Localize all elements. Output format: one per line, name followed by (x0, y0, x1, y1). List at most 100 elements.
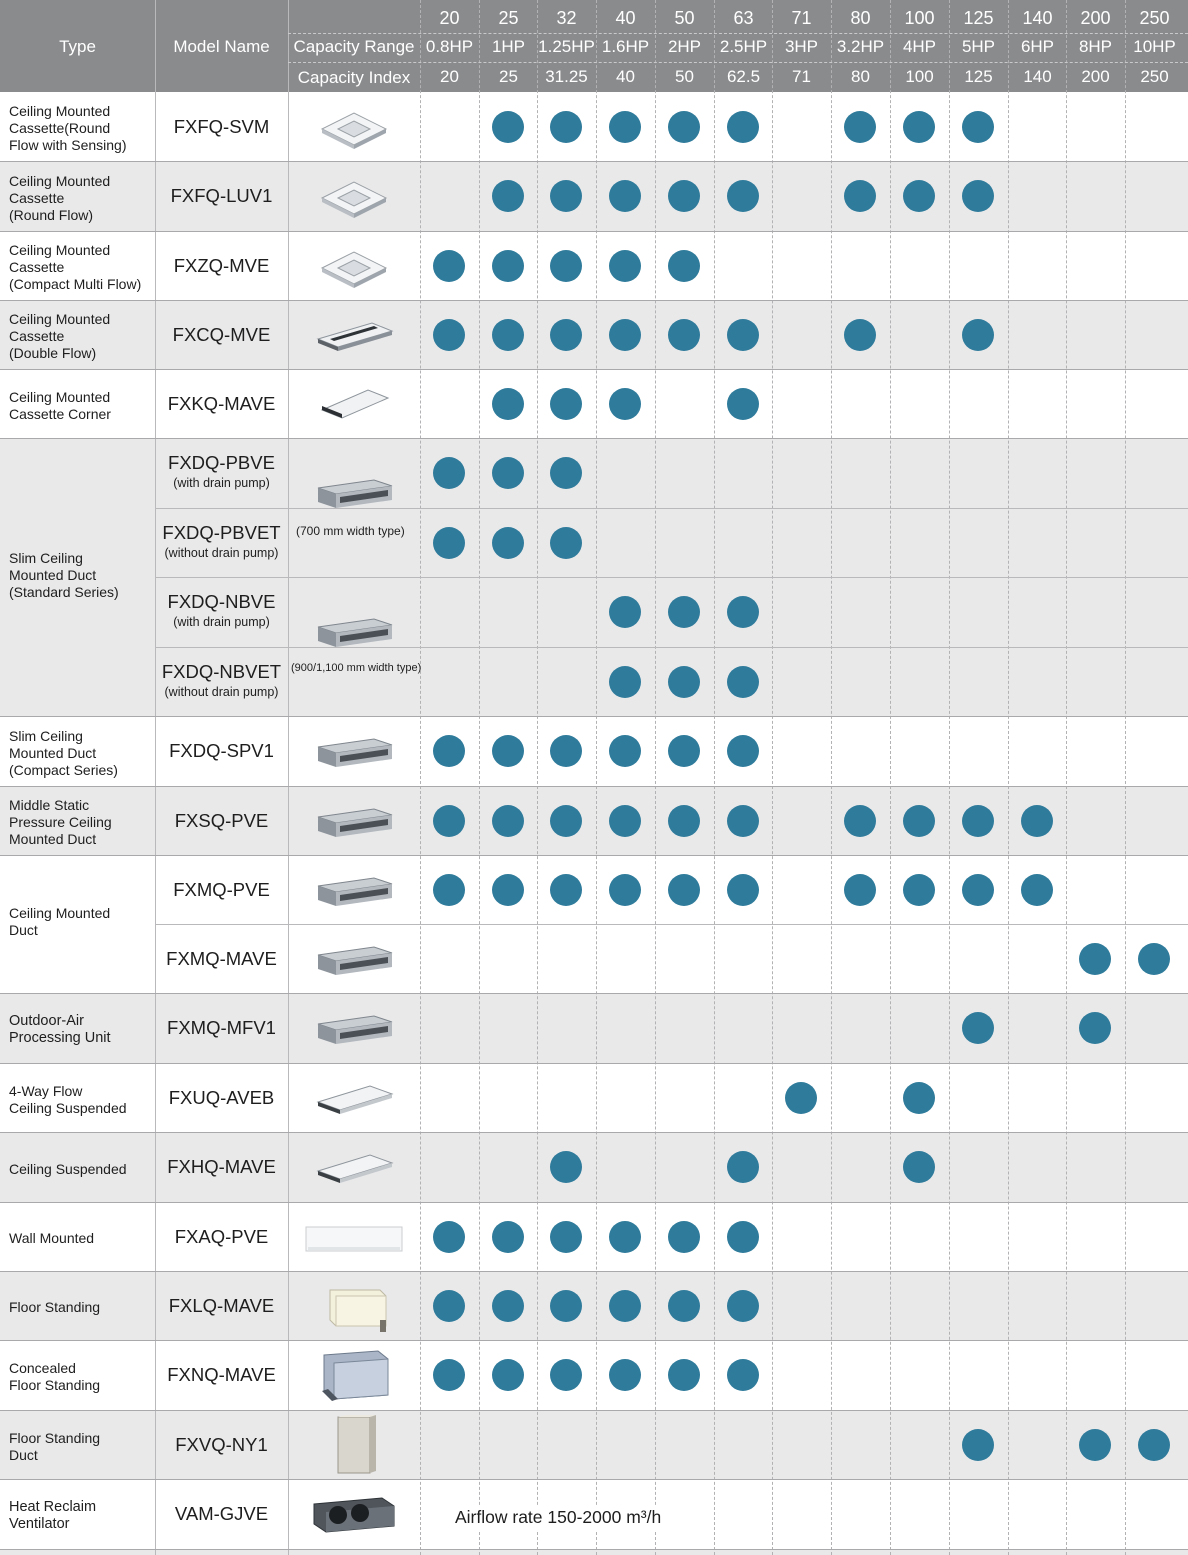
equipment-type-label: Ceiling Mounted Cassette (Compact Multi Fl… (9, 242, 141, 293)
row-band (0, 716, 1188, 786)
model-name: FXDQ-NBVET (without drain pump) (155, 661, 288, 700)
double-flow-cassette-icon (316, 321, 394, 351)
airflow-rate-label: Airflow rate 150-2000 m³/h (449, 1505, 668, 1530)
corner-cassette-icon (320, 388, 390, 419)
equipment-type-label: Slim Ceiling Mounted Duct (Standard Series… (9, 550, 119, 601)
equipment-type-label: Outdoor-Air Processing Unit (9, 1013, 111, 1047)
type-label-line: Cassette (9, 189, 65, 206)
model-code: VAM-GJVE (174, 1503, 269, 1524)
capacity-class-code: 40 (615, 8, 636, 28)
group-divider (0, 1479, 1188, 1480)
class-divider (890, 0, 891, 1555)
duct-unit-icon (317, 945, 393, 975)
capacity-class-code: 63 (733, 8, 754, 28)
model-name: FXNQ-MAVE (155, 1365, 288, 1385)
ceiling-suspended-unit-icon (316, 1084, 394, 1114)
availability-dot (844, 110, 876, 143)
type-label-line: Ceiling Mounted (9, 905, 111, 921)
equipment-type-label: Ceiling Suspended (9, 1161, 127, 1178)
availability-dot (668, 1220, 700, 1253)
concealed-floor-unit-icon (322, 1350, 389, 1401)
availability-dot (668, 180, 700, 212)
availability-dot (903, 180, 935, 212)
model-name: FXMQ-MAVE (155, 948, 288, 969)
type-label-line: Flow with Sensing) (9, 137, 127, 153)
type-label-line: (Double Flow) (9, 345, 97, 361)
availability-dot (550, 1151, 582, 1183)
class-divider (714, 0, 715, 1555)
type-label-line: Outdoor-Air (9, 1013, 84, 1029)
model-name-header: Model Name (173, 37, 270, 56)
availability-dot (492, 110, 524, 143)
type-label-line: Middle Static (9, 797, 90, 813)
equipment-type-label: 4-Way Flow Ceiling Suspended (9, 1083, 127, 1117)
model-code: FXVQ-NY1 (175, 1433, 268, 1455)
availability-dot (609, 180, 641, 212)
availability-dot (903, 873, 935, 906)
availability-dot (433, 526, 465, 559)
capacity-class-code: 250 (1139, 8, 1170, 28)
type-label-line: Ceiling Suspended (9, 1160, 127, 1177)
floor-standing-duct-icon (337, 1414, 376, 1473)
availability-dot (433, 1220, 465, 1253)
wall-mounted-unit-icon (305, 1226, 403, 1251)
model-code: FXUQ-AVEB (168, 1086, 275, 1108)
availability-dot (492, 318, 524, 351)
equipment-type-label: Ceiling Mounted Cassette(Round Flow with S… (9, 103, 127, 154)
cassette-unit-icon (320, 181, 388, 218)
availability-dot (1021, 873, 1053, 906)
duct-unit-icon (317, 618, 393, 647)
width-note: (900/1,100 mm width type) (291, 662, 422, 674)
availability-dot (609, 665, 641, 698)
capacity-index: 50 (675, 67, 694, 86)
availability-dot (727, 1220, 759, 1253)
equipment-type-label: Slim Ceiling Mounted Duct (Compact Series) (9, 728, 118, 779)
model-code: FXLQ-MAVE (168, 1294, 275, 1316)
availability-dot (433, 873, 465, 906)
type-label-line: (Standard Series) (9, 584, 119, 600)
availability-dot (433, 1359, 465, 1391)
group-divider (0, 438, 1188, 439)
type-label-line: (Compact Series) (9, 761, 118, 778)
class-divider (479, 0, 480, 1555)
type-label-line: Concealed (9, 1360, 76, 1376)
duct-unit-icon (317, 738, 393, 767)
model-name: FXMQ-PVE (155, 879, 288, 900)
model-code: FXKQ-MAVE (167, 392, 276, 414)
availability-dot (727, 735, 759, 767)
group-divider (0, 1340, 1188, 1341)
availability-dot (492, 387, 524, 420)
availability-dot (492, 804, 524, 837)
availability-dot (668, 110, 700, 143)
row-divider (155, 647, 1188, 648)
group-divider (0, 1202, 1188, 1203)
availability-dot (727, 873, 759, 906)
availability-dot (1138, 1428, 1170, 1461)
availability-dot (609, 249, 641, 282)
type-label-line: Pressure Ceiling (9, 814, 112, 830)
availability-dot (727, 1151, 759, 1183)
availability-dot (1079, 942, 1111, 975)
availability-dot (668, 318, 700, 351)
row-band (0, 1132, 1188, 1202)
availability-dot (492, 873, 524, 906)
header-row (0, 0, 1188, 92)
capacity-hp: 8HP (1078, 37, 1113, 56)
type-label-line: Processing Unit (9, 1030, 111, 1046)
model-code: FXDQ-PBVE (168, 452, 275, 473)
capacity-class-code: 100 (904, 8, 935, 28)
availability-dot (962, 318, 994, 351)
duct-unit-icon (317, 876, 393, 906)
floor-standing-unit-icon (329, 1289, 387, 1332)
row-divider (155, 508, 1188, 509)
group-divider (0, 161, 1188, 162)
model-code: FXDQ-NBVE (167, 591, 276, 612)
type-label-line: 4-Way Flow (9, 1082, 83, 1099)
availability-dot (550, 1289, 582, 1322)
equipment-type-label: Floor Standing Duct (9, 1430, 100, 1464)
availability-dot (609, 110, 641, 143)
type-label-line: Ceiling Mounted (9, 242, 111, 258)
availability-dot (550, 735, 582, 767)
equipment-type-label: Ceiling Mounted Cassette (Double Flow) (9, 311, 110, 362)
